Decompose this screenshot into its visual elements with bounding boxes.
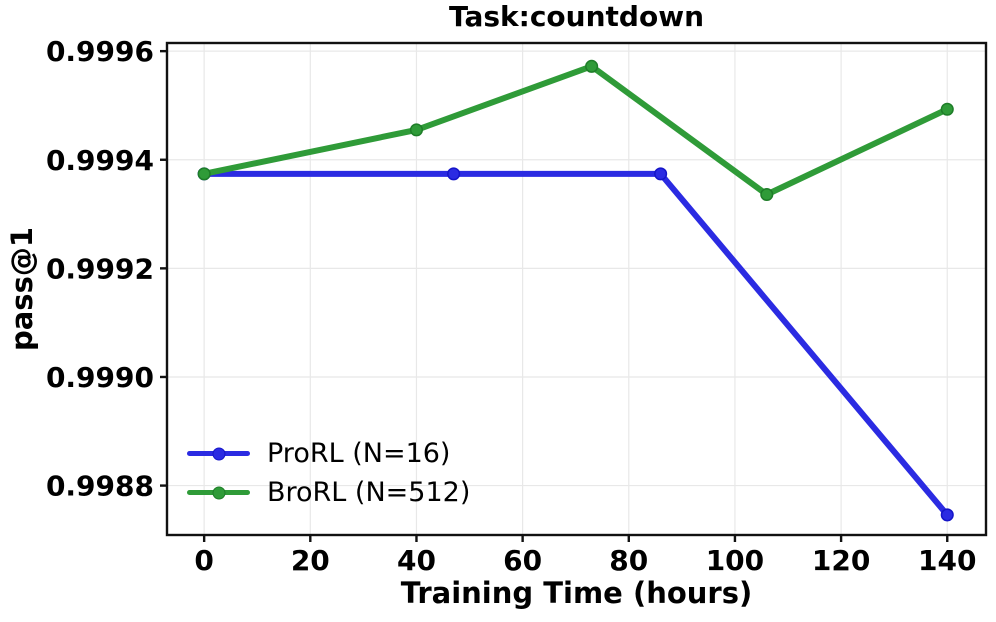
data-point-0-2 [654,167,668,181]
data-point-1-1 [409,123,424,137]
axes-spines [165,41,988,537]
x-tick-label: 140 [918,544,976,577]
y-tick-label: 0.9988 [46,470,154,503]
x-tick-label: 40 [397,544,436,577]
x-tick-label: 20 [291,544,330,577]
chart-title: Task:countdown [448,0,705,33]
x-axis-label: Training Time (hours) [400,576,753,610]
legend-line-prorl [187,447,250,460]
x-tick-label: 0 [194,544,213,577]
y-tick-label: 0.9992 [46,252,154,285]
y-tick-label: 0.9994 [46,144,154,177]
y-tick-label: 0.9990 [46,361,154,394]
legend-label-prorl: ProRL (N=16) [267,438,451,469]
data-point-0-3 [940,508,954,522]
legend-label-brorl: BroRL (N=512) [267,477,471,508]
x-tick-label: 120 [812,544,870,577]
x-tick-label: 100 [706,544,764,577]
x-tick-label: 80 [609,544,648,577]
y-tick-label: 0.9996 [46,35,154,68]
data-point-1-0 [197,167,211,181]
legend: ProRL (N=16) BroRL (N=512) [187,434,470,512]
series-line-0 [201,170,951,518]
legend-line-brorl [187,486,250,499]
x-tick-label: 60 [503,544,542,577]
data-point-0-1 [447,167,461,181]
legend-item-brorl: BroRL (N=512) [187,473,470,512]
legend-marker-prorl [212,447,225,460]
data-point-1-2 [585,59,599,73]
legend-marker-brorl [212,486,225,499]
legend-item-prorl: ProRL (N=16) [187,434,470,473]
data-point-1-4 [940,102,954,116]
data-point-1-3 [760,187,774,202]
